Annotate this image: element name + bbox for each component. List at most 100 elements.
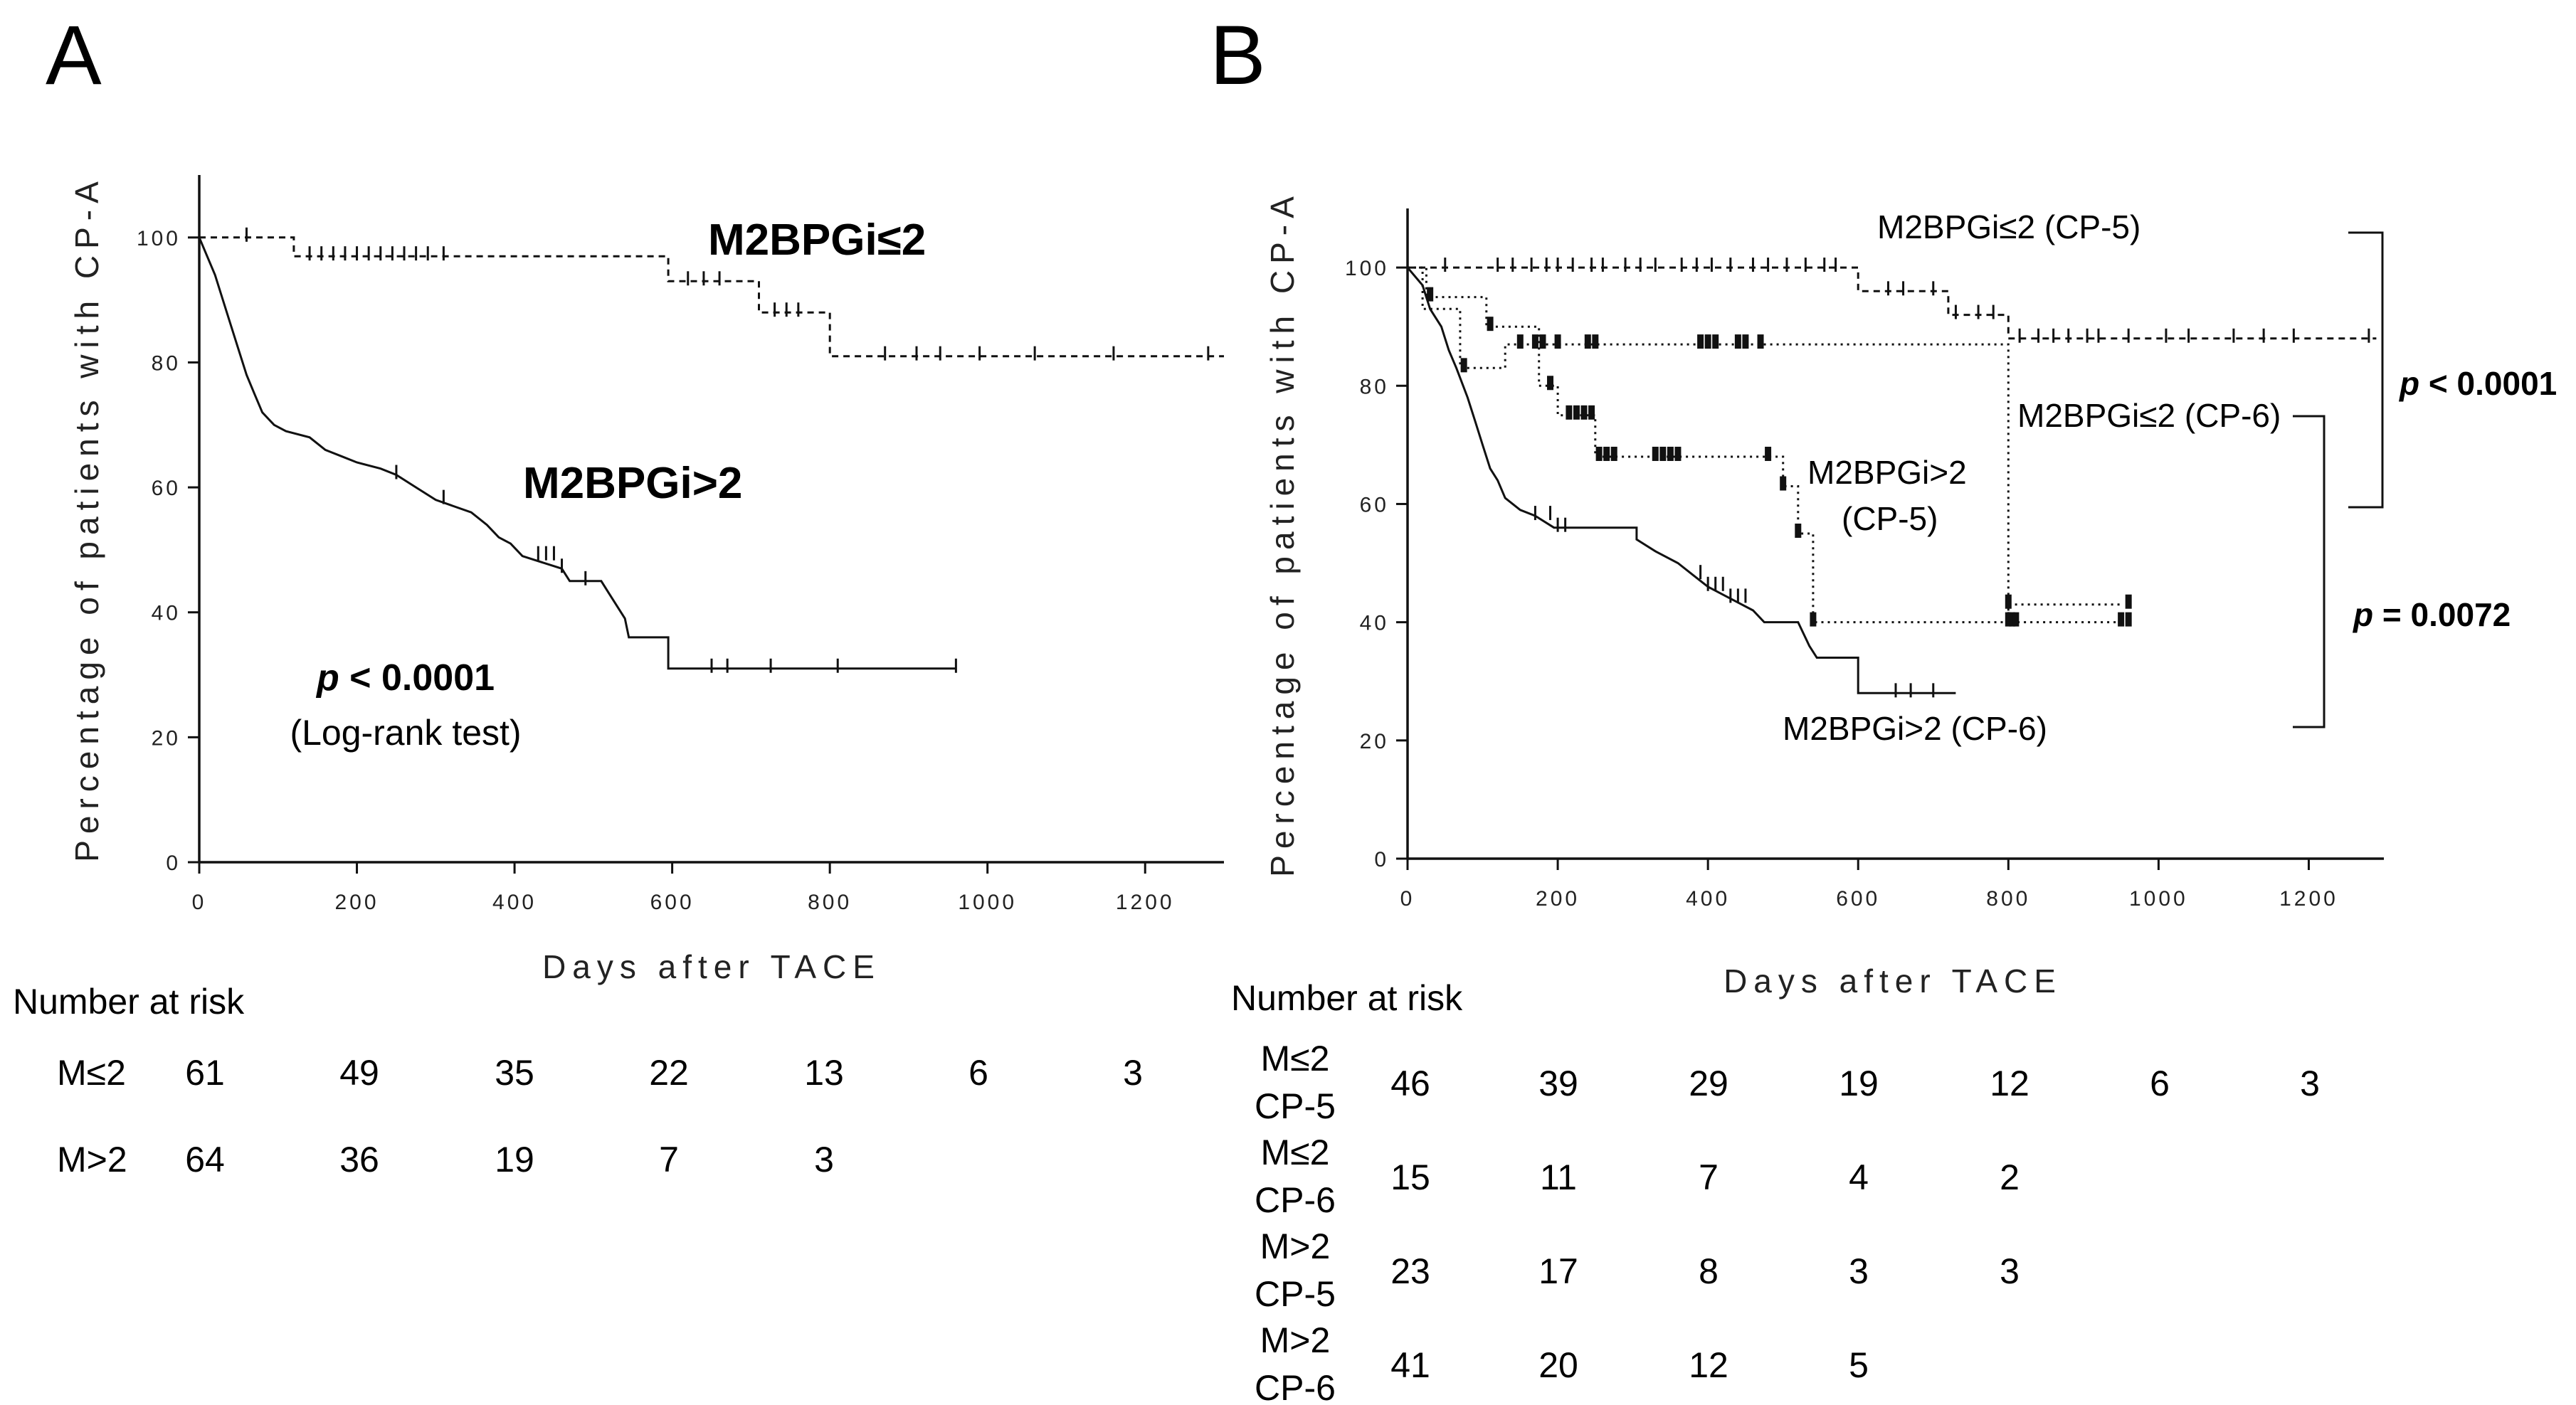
panel-b-risk-row-label-cp: CP-5 <box>1255 1086 1336 1126</box>
panel-b-p2-number: = 0.0072 <box>2373 596 2511 633</box>
panel-a-y-tick-label: 0 <box>166 852 181 875</box>
panel-b-series-m2bpgi-2-cp-6-line <box>1406 267 1956 694</box>
panel-b-label-high-cp5-line1: M2BPGi>2 <box>1807 454 1967 491</box>
panel-b-risk-row-label-cp: CP-6 <box>1255 1368 1336 1401</box>
panel-b-risk-value: 3 <box>1849 1251 1869 1291</box>
panel-b-x-tick-label: 0 <box>1400 887 1415 911</box>
panel-b-risk-header: Number at risk <box>1231 978 1463 1018</box>
panel-b-risk-value: 3 <box>2300 1064 2320 1103</box>
panel-b-risk-value: 2 <box>2000 1157 2020 1197</box>
panel-a-risk-value: 36 <box>339 1140 379 1179</box>
panel-a-risk-value: 49 <box>339 1053 379 1093</box>
panel-b-risk-row-label-cp: CP-5 <box>1255 1274 1336 1314</box>
panel-a-x-tick-label: 1000 <box>958 891 1017 914</box>
panel-a-letter: A <box>46 9 102 102</box>
panel-a-risk-value: 13 <box>804 1053 844 1093</box>
panel-b-risk-value: 12 <box>1689 1345 1728 1385</box>
panel-a-risk-value: 64 <box>185 1140 225 1179</box>
panel-a-y-tick-label: 100 <box>137 227 181 250</box>
panel-b-bracket-lower <box>2293 415 2326 728</box>
panel-b-label-low-cp6: M2BPGi≤2 (CP-6) <box>2017 397 2281 434</box>
panel-a-x-tick-label: 1200 <box>1116 891 1175 914</box>
panel-b-y-tick-label: 80 <box>1360 375 1389 398</box>
panel-b-y-tick-label: 40 <box>1360 612 1389 635</box>
panel-b-risk-value: 3 <box>2000 1251 2020 1291</box>
panel-b-x-tick-label: 1200 <box>2279 887 2338 911</box>
panel-a-risk-value: 61 <box>185 1053 225 1093</box>
panel-b-risk-value: 29 <box>1689 1064 1728 1103</box>
panel-b-risk-value: 12 <box>1990 1064 2029 1103</box>
panel-b-label-low-cp5: M2BPGi≤2 (CP-5) <box>1877 208 2140 245</box>
panel-b-p-value-1: p < 0.0001 <box>2398 365 2557 402</box>
panel-b-risk-value: 11 <box>1540 1157 1577 1197</box>
panel-a-series-m2bpgi-2-line <box>199 236 1224 358</box>
panel-b-risk-row-label-group: M>2 <box>1260 1226 1331 1266</box>
panel-a-test-name: (Log-rank test) <box>290 713 521 753</box>
panel-b-risk-table: M≤2 CP-5 46 39 29 19 12 6 3 M≤2 CP-6 15 11 7 4 2 M>2 CP-5… <box>1255 1039 2320 1405</box>
panel-b-risk-value: 39 <box>1538 1064 1578 1103</box>
panel-a-series-m2bpgi-2-line <box>198 237 956 670</box>
panel-b-risk-value: 6 <box>2150 1064 2170 1103</box>
panel-a-y-tick-label: 60 <box>152 477 181 500</box>
panel-a-label-low-m2bpgi: M2BPGi≤2 <box>708 216 926 265</box>
panel-b-risk-value: 19 <box>1839 1064 1879 1103</box>
panel-b-risk-value: 8 <box>1699 1251 1719 1291</box>
panel-a-x-tick-label: 600 <box>650 891 695 914</box>
panel-b-x-tick-label: 400 <box>1686 887 1730 911</box>
panel-a-risk-value: 3 <box>1123 1053 1143 1093</box>
panel-a-risk-row-label: M≤2 <box>57 1053 126 1093</box>
panel-b-p1-letter: p <box>2398 365 2419 402</box>
panel-a-x-axis-label: Days after TACE <box>542 948 881 985</box>
panel-a-risk-value: 6 <box>968 1053 988 1093</box>
panel-b-risk-value: 17 <box>1538 1251 1578 1291</box>
panel-a-x-tick-label: 200 <box>335 891 379 914</box>
panel-b-p2-letter: p <box>2352 596 2373 633</box>
panel-b-x-axis-label: Days after TACE <box>1724 963 2062 1000</box>
panel-b-risk-value: 5 <box>1849 1345 1869 1385</box>
panel-b-series-m2bpgi-2-cp-5-line <box>1408 266 2377 340</box>
panel-b-label-high-cp5-line2: (CP-5) <box>1842 500 1938 537</box>
panel-b-risk-value: 46 <box>1390 1064 1430 1103</box>
panel-b-risk-row-label-group: M>2 <box>1260 1320 1331 1360</box>
panel-a-y-axis-label: Percentage of patients with CP-A <box>68 175 105 862</box>
panel-a-p-value: p < 0.0001 <box>315 657 495 699</box>
panel-a-y-tick-label: 40 <box>152 602 181 625</box>
panel-b-label-high-cp6: M2BPGi>2 (CP-6) <box>1783 710 2047 747</box>
panel-b-series-m2bpgi-2-cp-6-line <box>1408 266 2129 624</box>
panel-b-letter: B <box>1210 9 1266 102</box>
panel-a-risk-value: 35 <box>495 1053 534 1093</box>
panel-b-risk-value: 4 <box>1849 1157 1869 1197</box>
panel-b-y-tick-label: 100 <box>1345 257 1389 280</box>
panel-b-series-m2bpgi-2-cp-5-line <box>1408 266 2121 624</box>
panel-b-x-tick-label: 600 <box>1836 887 1880 911</box>
panel-b-p1-number: < 0.0001 <box>2419 365 2557 402</box>
panel-b-y-tick-label: 60 <box>1360 493 1389 516</box>
panel-b-y-tick-label: 20 <box>1360 730 1389 753</box>
panel-a-y-tick-label: 20 <box>152 726 181 750</box>
panel-b-x-tick-label: 1000 <box>2129 887 2188 911</box>
panel-a-risk-table: M≤2 61 49 35 22 13 6 3 M>2 64 36 19 7 3 <box>57 1053 1143 1179</box>
panel-b-risk-value: 23 <box>1390 1251 1430 1291</box>
panel-a-risk-value: 3 <box>814 1140 834 1179</box>
panel-b-risk-value: 41 <box>1390 1345 1430 1385</box>
panel-b-risk-value: 20 <box>1538 1345 1578 1385</box>
panel-b-p-value-2: p = 0.0072 <box>2352 596 2511 633</box>
panel-a-x-tick-label: 400 <box>492 891 537 914</box>
panel-a-x-tick-label: 800 <box>808 891 852 914</box>
panel-b-risk-row-label-cp: CP-6 <box>1255 1180 1336 1220</box>
panel-b-y-tick-label: 0 <box>1374 848 1389 871</box>
panel-a-p-number: < 0.0001 <box>339 657 495 699</box>
panel-b-bracket-upper <box>2348 231 2384 509</box>
panel-a-risk-header: Number at risk <box>13 982 245 1022</box>
panel-b-x-tick-label: 800 <box>1986 887 2030 911</box>
panel-a-label-high-m2bpgi: M2BPGi>2 <box>523 459 742 508</box>
panel-a-x-tick-label: 0 <box>192 891 207 914</box>
panel-a-p-letter: p <box>315 657 339 699</box>
panel-b-risk-value: 15 <box>1390 1157 1430 1197</box>
panel-b-risk-value: 7 <box>1699 1157 1719 1197</box>
panel-a-risk-value: 22 <box>649 1053 689 1093</box>
